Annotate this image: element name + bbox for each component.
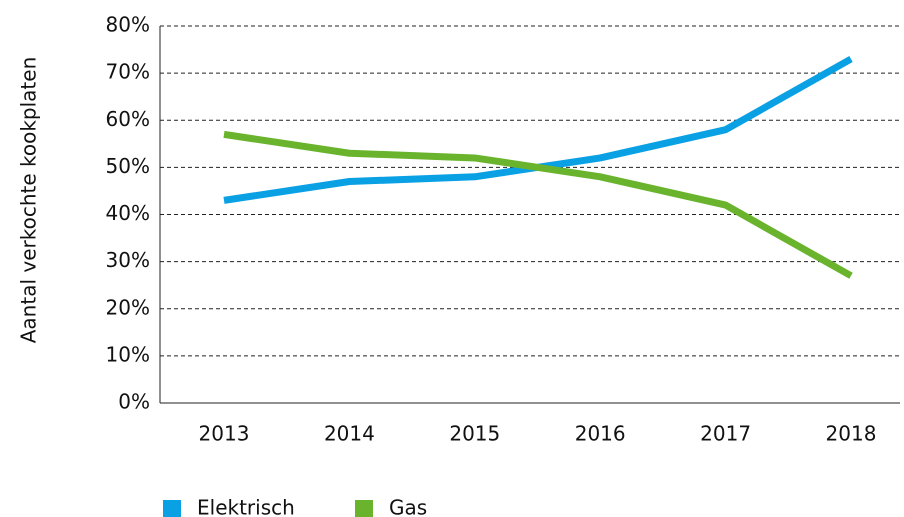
y-tick-label: 0% <box>118 390 150 414</box>
y-tick-label: 60% <box>106 107 150 131</box>
legend-label: Elektrisch <box>197 496 295 517</box>
x-tick-label: 2016 <box>575 422 626 446</box>
y-tick-label: 10% <box>106 342 150 366</box>
x-tick-label: 2015 <box>449 422 500 446</box>
y-tick-label: 40% <box>106 201 150 225</box>
line-series <box>223 130 853 279</box>
y-tick-label: 30% <box>106 248 150 272</box>
x-tick-label: 2017 <box>700 422 751 446</box>
y-tick-label: 50% <box>106 154 150 178</box>
x-tick-label: 2018 <box>826 422 877 446</box>
legend-swatch <box>355 500 373 517</box>
line-series <box>223 55 853 204</box>
x-tick-label: 2014 <box>324 422 375 446</box>
y-tick-label: 20% <box>106 295 150 319</box>
y-tick-label: 70% <box>106 60 150 84</box>
y-axis-label: Aantal verkochte kookplaten <box>17 57 41 344</box>
x-tick-label: 2013 <box>199 422 250 446</box>
legend-swatch <box>163 500 181 517</box>
legend-label: Gas <box>389 496 427 517</box>
y-tick-label: 80% <box>106 13 150 37</box>
